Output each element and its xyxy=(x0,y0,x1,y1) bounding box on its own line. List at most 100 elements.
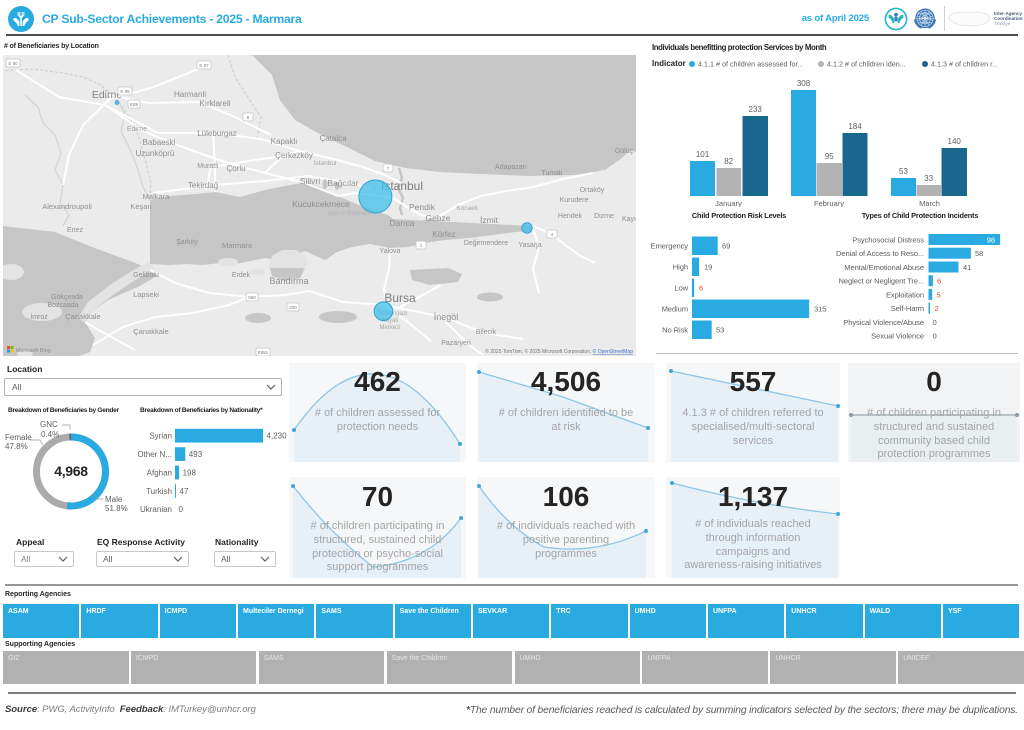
svg-text:Körfez: Körfez xyxy=(432,230,455,239)
svg-text:Microsoft Bing: Microsoft Bing xyxy=(16,348,51,354)
svg-text:7: 7 xyxy=(387,166,390,171)
svg-text:308: 308 xyxy=(797,79,811,88)
svg-text:Pazaryeri: Pazaryeri xyxy=(441,340,471,347)
svg-text:4,230: 4,230 xyxy=(267,432,288,441)
svg-text:Exploitation: Exploitation xyxy=(886,290,924,299)
svg-text:Uzunköprü: Uzunköprü xyxy=(136,149,175,158)
svg-text:82: 82 xyxy=(724,157,733,166)
svg-text:Hendek: Hendek xyxy=(558,213,583,220)
svg-text:No Risk: No Risk xyxy=(662,326,688,335)
svg-text:High: High xyxy=(673,263,688,272)
svg-text:İmroz: İmroz xyxy=(30,312,48,321)
svg-text:Darıca: Darıca xyxy=(389,218,414,228)
svg-text:Neglect or Negligent Tre...: Neglect or Negligent Tre... xyxy=(838,277,924,286)
svg-text:198: 198 xyxy=(183,468,197,477)
svg-text:53: 53 xyxy=(716,326,724,335)
svg-text:Bozcaada: Bozcaada xyxy=(47,302,78,309)
svg-text:5: 5 xyxy=(937,290,941,299)
svg-text:Mental/Emotional Abuse: Mental/Emotional Abuse xyxy=(844,263,924,272)
svg-text:Ortaköy: Ortaköy xyxy=(580,187,605,194)
svg-text:101: 101 xyxy=(696,150,710,159)
svg-text:Pendik: Pendik xyxy=(409,202,436,212)
svg-text:4.1.2 # of children iden...: 4.1.2 # of children iden... xyxy=(827,60,906,68)
svg-text:200: 200 xyxy=(289,305,297,310)
svg-text:Kurudere: Kurudere xyxy=(560,197,589,204)
svg-text:19: 19 xyxy=(704,263,712,272)
svg-text:140: 140 xyxy=(948,137,962,146)
svg-text:0: 0 xyxy=(933,318,937,327)
svg-text:Gebze: Gebze xyxy=(425,213,450,223)
svg-text:2: 2 xyxy=(935,304,939,313)
svg-text:Kayalı: Kayalı xyxy=(382,318,399,324)
svg-text:Turkish: Turkish xyxy=(146,487,172,496)
svg-text:Dizme: Dizme xyxy=(594,213,614,220)
svg-text:Harmanli: Harmanli xyxy=(174,90,206,99)
svg-text:Alexandroupoli: Alexandroupoli xyxy=(42,202,92,211)
svg-text:41: 41 xyxy=(963,263,971,272)
svg-text:Self-Harm: Self-Harm xyxy=(891,304,924,313)
svg-text:Kocaeli: Kocaeli xyxy=(456,205,477,212)
svg-text:Değirmendere: Değirmendere xyxy=(464,240,508,247)
svg-text:1: 1 xyxy=(420,243,423,248)
svg-text:Sea of Marmara: Sea of Marmara xyxy=(327,211,371,217)
svg-text:Gökçeada: Gökçeada xyxy=(51,294,83,301)
svg-text:Babaeski: Babaeski xyxy=(143,138,176,147)
svg-text:İnegöl: İnegöl xyxy=(434,312,459,322)
svg-text:Kayı: Kayı xyxy=(622,216,636,223)
svg-text:Çanakkale: Çanakkale xyxy=(65,312,100,321)
svg-text:Kucukcekmece: Kucukcekmece xyxy=(292,199,350,209)
svg-text:Kapaklı: Kapaklı xyxy=(271,137,298,146)
svg-text:Erdek: Erdek xyxy=(232,272,251,279)
svg-text:0: 0 xyxy=(933,332,937,341)
svg-text:Malkara: Malkara xyxy=(143,192,171,201)
svg-text:E881: E881 xyxy=(258,350,269,355)
svg-text:Afghan: Afghan xyxy=(147,468,172,477)
svg-text:233: 233 xyxy=(749,105,763,114)
svg-text:March: March xyxy=(919,199,940,207)
svg-text:February: February xyxy=(814,199,844,207)
svg-text:Medium: Medium xyxy=(662,305,688,314)
svg-text:Çorlu: Çorlu xyxy=(226,164,245,173)
svg-text:Kırklareli: Kırklareli xyxy=(199,99,230,108)
svg-text:Gelibolu: Gelibolu xyxy=(133,272,159,279)
svg-text:Çerkezköy: Çerkezköy xyxy=(275,151,313,160)
svg-text:Bandırma: Bandırma xyxy=(269,276,308,286)
svg-text:January: January xyxy=(715,199,742,207)
svg-text:58: 58 xyxy=(975,249,983,258)
svg-text:Syrian: Syrian xyxy=(149,432,172,441)
svg-text:Ukranian: Ukranian xyxy=(140,505,172,514)
svg-text:Tekirdağ: Tekirdağ xyxy=(188,181,218,190)
svg-text:Denial of Access to Reso...: Denial of Access to Reso... xyxy=(836,249,924,258)
svg-text:4: 4 xyxy=(551,232,554,237)
svg-text:Edirne: Edirne xyxy=(92,89,123,101)
svg-text:6: 6 xyxy=(937,277,941,286)
svg-text:Silivri: Silivri xyxy=(300,176,320,186)
svg-text:Bursa: Bursa xyxy=(384,291,416,305)
svg-text:33: 33 xyxy=(924,174,933,183)
svg-text:4,968: 4,968 xyxy=(54,463,88,479)
svg-text:Muratlı: Muratlı xyxy=(197,163,218,170)
svg-text:Çatalca: Çatalca xyxy=(319,134,347,143)
svg-text:Istanbul: Istanbul xyxy=(381,179,423,193)
svg-text:98: 98 xyxy=(987,236,995,245)
svg-text:69: 69 xyxy=(722,242,730,251)
svg-text:4.1.3 # of children r...: 4.1.3 # of children r... xyxy=(931,60,998,68)
svg-text:95: 95 xyxy=(825,152,834,161)
svg-text:6: 6 xyxy=(699,284,703,293)
svg-text:Adapazarı: Adapazarı xyxy=(495,164,527,171)
svg-text:Lüleburgaz: Lüleburgaz xyxy=(197,129,237,138)
svg-text:184: 184 xyxy=(848,122,862,131)
svg-text:4.1.1 # of children assessed f: 4.1.1 # of children assessed for... xyxy=(698,60,803,68)
svg-text:Gülüç: Gülüç xyxy=(615,148,634,155)
svg-text:Bilecik: Bilecik xyxy=(476,329,497,336)
svg-text:Physical Violence/Abuse: Physical Violence/Abuse xyxy=(843,318,924,327)
svg-text:Tumalı: Tumalı xyxy=(541,170,562,177)
svg-text:47: 47 xyxy=(180,487,189,496)
svg-text:53: 53 xyxy=(899,167,908,176)
svg-text:Istanbul: Istanbul xyxy=(314,160,337,167)
svg-text:Yasarja: Yasarja xyxy=(518,242,541,249)
svg-text:Yalova: Yalova xyxy=(380,248,401,255)
svg-text:E 80: E 80 xyxy=(8,61,18,66)
svg-text:315: 315 xyxy=(814,305,826,314)
svg-text:Sexual Violence: Sexual Violence xyxy=(871,332,924,341)
